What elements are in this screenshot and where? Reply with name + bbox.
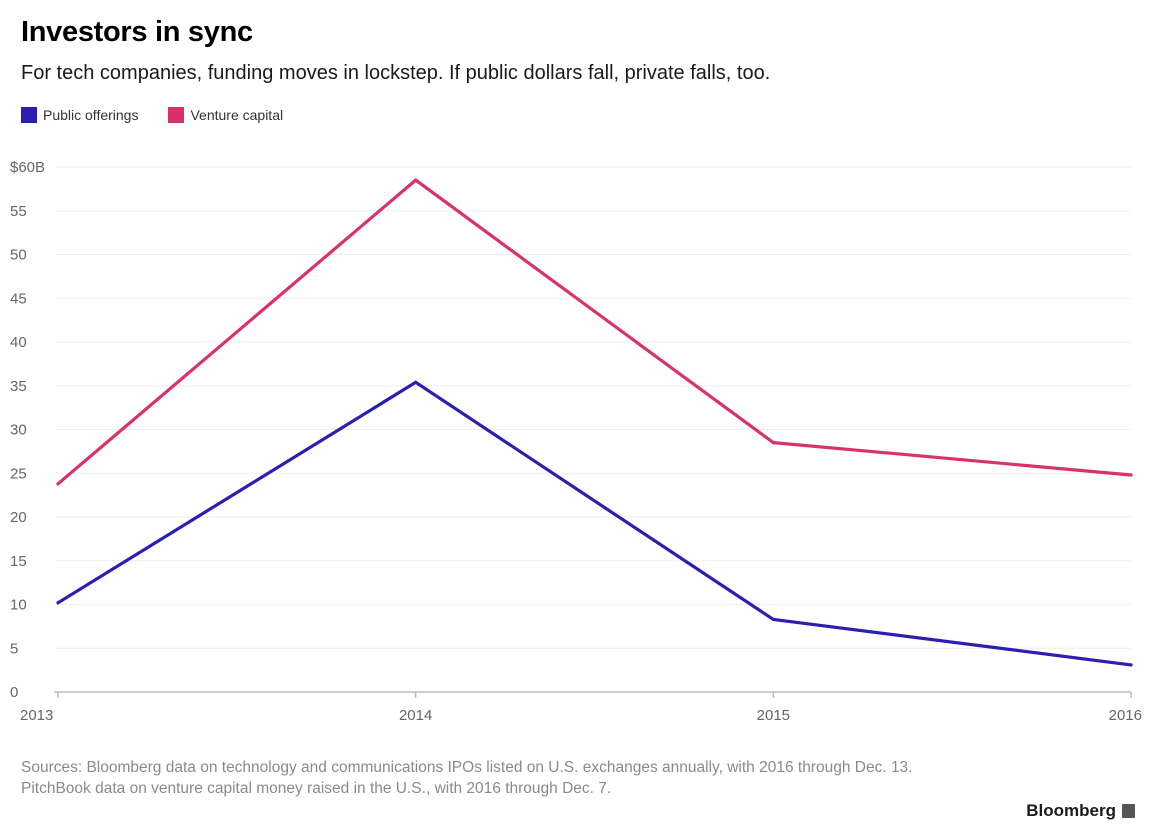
legend-label-venture-capital: Venture capital xyxy=(190,107,284,123)
brand-logo: Bloomberg xyxy=(1026,801,1135,821)
source-note: Sources: Bloomberg data on technology an… xyxy=(21,759,913,797)
y-tick-label-10: 10 xyxy=(10,597,27,614)
y-tick-label-20: 20 xyxy=(10,509,27,526)
legend-item-public-offerings: Public offerings xyxy=(21,107,138,123)
y-tick-label-0: 0 xyxy=(10,684,18,701)
brand-name: Bloomberg xyxy=(1026,801,1116,820)
series-line-venture-capital xyxy=(56,178,1133,486)
data-point-venture-capital-2016 xyxy=(1129,473,1133,477)
chart-title: Investors in sync xyxy=(21,16,253,48)
y-tick-label-40: 40 xyxy=(10,334,27,351)
chart-legend: Public offerings Venture capital xyxy=(21,107,283,123)
y-tick-label-15: 15 xyxy=(10,553,27,570)
legend-item-venture-capital: Venture capital xyxy=(168,107,283,123)
data-point-venture-capital-2014 xyxy=(414,178,418,182)
bloomberg-icon xyxy=(1122,804,1135,818)
legend-label-public-offerings: Public offerings xyxy=(43,107,139,123)
y-tick-label-45: 45 xyxy=(10,290,27,307)
x-tick-label-2013: 2013 xyxy=(20,707,53,724)
y-tick-label-30: 30 xyxy=(10,422,27,439)
x-tick-label-2016: 2016 xyxy=(1109,707,1142,724)
chart-subtitle: For tech companies, funding moves in loc… xyxy=(21,62,771,84)
data-point-public-offerings-2016 xyxy=(1129,663,1133,667)
legend-swatch-venture-capital xyxy=(168,107,185,123)
y-tick-label-55: 55 xyxy=(10,203,27,220)
series-line-public-offerings xyxy=(56,380,1133,667)
x-tick-label-2014: 2014 xyxy=(399,707,432,724)
data-point-public-offerings-2015 xyxy=(771,617,775,621)
data-point-venture-capital-2015 xyxy=(771,441,775,445)
y-tick-label-25: 25 xyxy=(10,465,27,482)
x-tick-label-2015: 2015 xyxy=(757,707,790,724)
y-tick-label-60: $60B xyxy=(10,159,45,176)
y-tick-label-50: 50 xyxy=(10,247,27,264)
data-point-public-offerings-2014 xyxy=(414,380,418,384)
legend-swatch-public-offerings xyxy=(21,107,37,123)
y-tick-label-35: 35 xyxy=(10,378,27,395)
data-point-public-offerings-2013 xyxy=(56,601,60,605)
y-tick-label-5: 5 xyxy=(10,640,18,657)
data-point-venture-capital-2013 xyxy=(56,482,60,486)
